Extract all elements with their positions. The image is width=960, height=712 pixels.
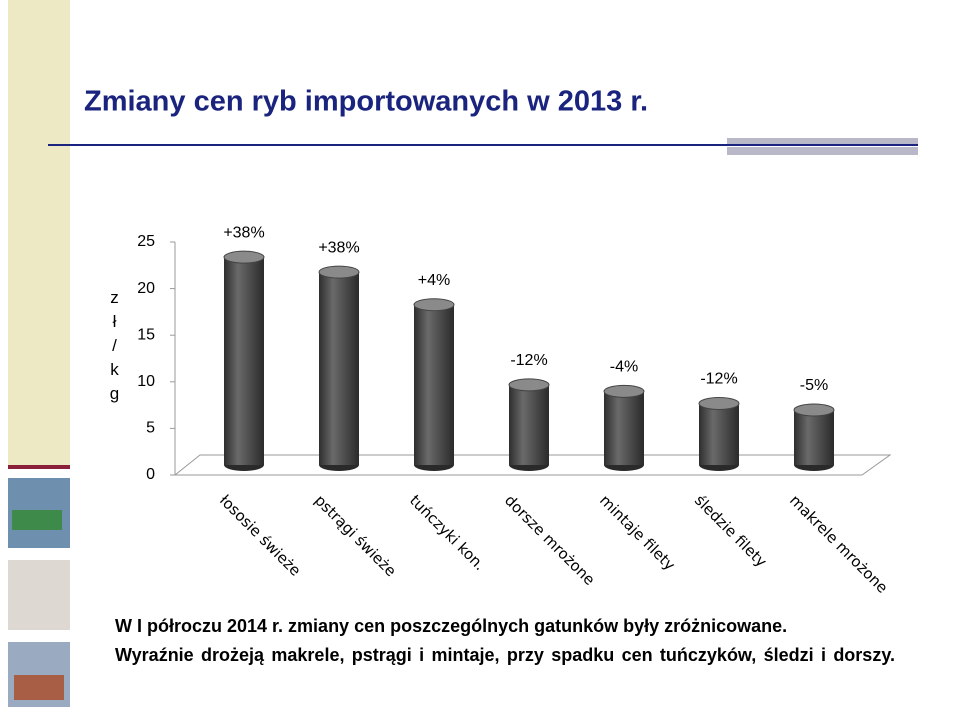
bar — [794, 410, 834, 465]
y-tick-label: 0 — [146, 466, 155, 483]
x-tick-label: śledzie filety — [691, 491, 771, 571]
y-tick-label: 20 — [137, 280, 155, 297]
decor-bar — [727, 147, 918, 155]
bar-top — [698, 396, 740, 410]
decor-line — [8, 465, 70, 469]
bar-top — [793, 403, 835, 417]
bar — [224, 257, 264, 465]
x-tick-label: tuńczyki kon. — [406, 491, 489, 574]
annotation: +4% — [418, 272, 450, 289]
photo-boat — [12, 510, 62, 530]
annotation: +38% — [318, 239, 359, 256]
x-tick-label: makrele mrożone — [786, 491, 891, 596]
x-tick-label: pstrągi świeże — [311, 491, 400, 580]
bar — [509, 384, 549, 465]
decor-bar — [727, 138, 918, 144]
x-tick-label: dorsze mrożone — [501, 491, 599, 589]
bar-top — [508, 378, 550, 392]
y-tick-label: 15 — [137, 326, 155, 343]
x-tick-label: łososie świeże — [216, 491, 304, 579]
chart-title: Zmiany cen ryb importowanych w 2013 r. — [84, 86, 648, 118]
y-axis-label: zł/kg — [105, 288, 124, 408]
annotation: -12% — [700, 371, 737, 388]
y-tick-label: 5 — [146, 420, 155, 437]
annotation: -5% — [800, 377, 828, 394]
bar — [699, 403, 739, 465]
y-tick-label: 10 — [137, 373, 155, 390]
y-tick-label: 25 — [137, 233, 155, 250]
photo-port — [14, 675, 64, 700]
body-line: Wyraźnie drożeją makrele, pstrągi i mint… — [115, 645, 895, 665]
decor-band — [8, 0, 70, 465]
bar-top — [413, 298, 455, 312]
bar-top — [318, 265, 360, 279]
annotation: -12% — [510, 352, 547, 369]
annotation: +38% — [223, 224, 264, 241]
bar — [604, 391, 644, 465]
photo — [8, 560, 70, 630]
body-line: W I półroczu 2014 r. zmiany cen poszczeg… — [115, 616, 788, 636]
bar — [414, 304, 454, 465]
bar — [319, 272, 359, 465]
bar-top — [223, 250, 265, 264]
x-tick-label: mintaje filety — [596, 491, 679, 574]
bar-top — [603, 384, 645, 398]
annotation: -4% — [610, 359, 638, 376]
